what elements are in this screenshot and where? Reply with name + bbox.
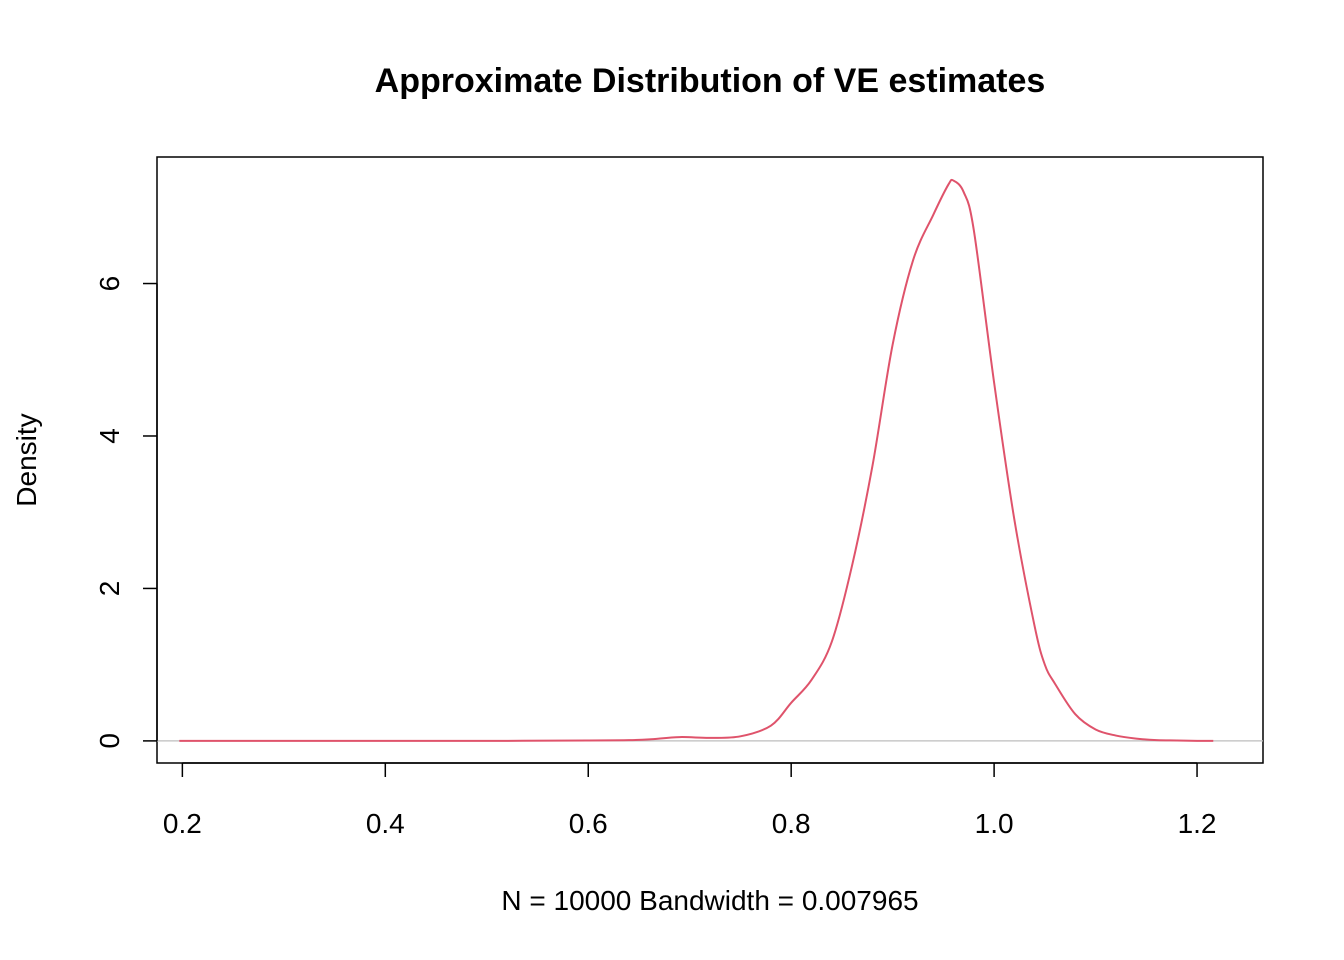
chart-title: Approximate Distribution of VE estimates [375, 62, 1046, 100]
y-tick-label: 2 [94, 581, 125, 597]
x-tick-label: 0.2 [163, 808, 202, 839]
y-tick-label: 0 [94, 733, 125, 749]
x-axis: 0.2 0.4 0.6 0.8 1.0 1.2 [163, 762, 1217, 839]
y-axis-label: Density [11, 413, 42, 506]
x-tick-label: 1.0 [975, 808, 1014, 839]
x-tick-label: 0.8 [772, 808, 811, 839]
x-tick-label: 0.4 [366, 808, 405, 839]
density-curve [179, 178, 1214, 742]
plot-frame [156, 156, 1264, 764]
y-tick-label: 6 [94, 276, 125, 292]
y-tick-label: 4 [94, 428, 125, 444]
y-axis: 0 2 4 6 [94, 276, 158, 749]
x-axis-label: N = 10000 Bandwidth = 0.007965 [501, 885, 918, 916]
x-tick-label: 1.2 [1178, 808, 1217, 839]
x-tick-label: 0.6 [569, 808, 608, 839]
